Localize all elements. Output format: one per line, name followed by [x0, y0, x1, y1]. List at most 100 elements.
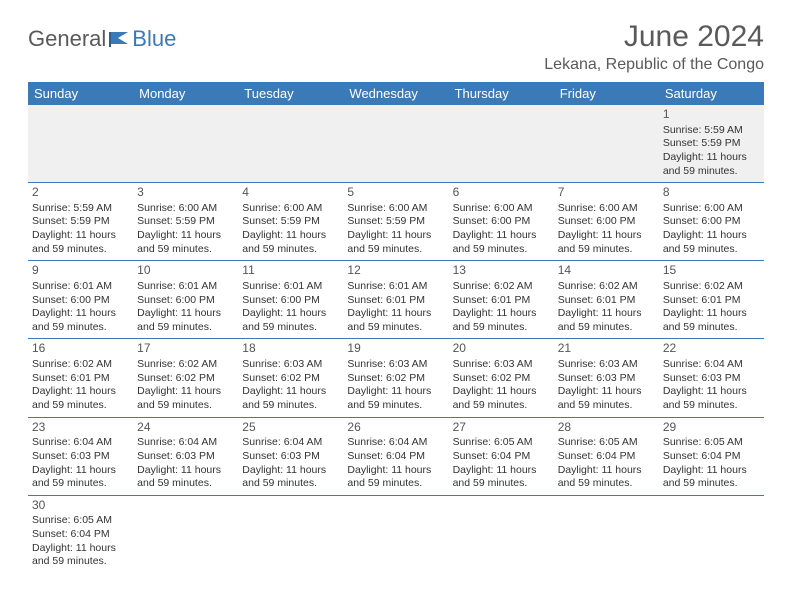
day-number: 20 — [453, 341, 550, 357]
day-number: 13 — [453, 263, 550, 279]
day-number: 30 — [32, 498, 129, 514]
daylight-text: Daylight: 11 hours and 59 minutes. — [242, 307, 339, 334]
calendar-cell: 18Sunrise: 6:03 AMSunset: 6:02 PMDayligh… — [238, 339, 343, 417]
calendar-cell: 7Sunrise: 6:00 AMSunset: 6:00 PMDaylight… — [554, 183, 659, 261]
calendar-cell: 12Sunrise: 6:01 AMSunset: 6:01 PMDayligh… — [343, 261, 448, 339]
sunset-text: Sunset: 6:04 PM — [347, 450, 444, 464]
calendar-cell: 2Sunrise: 5:59 AMSunset: 5:59 PMDaylight… — [28, 183, 133, 261]
sunset-text: Sunset: 6:00 PM — [663, 215, 760, 229]
day-number: 6 — [453, 185, 550, 201]
col-friday: Friday — [554, 82, 659, 105]
sunset-text: Sunset: 5:59 PM — [242, 215, 339, 229]
daylight-text: Daylight: 11 hours and 59 minutes. — [242, 385, 339, 412]
day-number: 2 — [32, 185, 129, 201]
day-number: 3 — [137, 185, 234, 201]
calendar-cell: 5Sunrise: 6:00 AMSunset: 5:59 PMDaylight… — [343, 183, 448, 261]
sunrise-text: Sunrise: 6:02 AM — [32, 358, 129, 372]
sunrise-text: Sunrise: 6:05 AM — [32, 514, 129, 528]
col-saturday: Saturday — [659, 82, 764, 105]
calendar-cell: 16Sunrise: 6:02 AMSunset: 6:01 PMDayligh… — [28, 339, 133, 417]
sunrise-text: Sunrise: 6:04 AM — [663, 358, 760, 372]
logo-text-blue: Blue — [132, 26, 176, 52]
daylight-text: Daylight: 11 hours and 59 minutes. — [558, 307, 655, 334]
daylight-text: Daylight: 11 hours and 59 minutes. — [32, 307, 129, 334]
sunset-text: Sunset: 6:01 PM — [453, 294, 550, 308]
logo-text-general: General — [28, 26, 106, 52]
sunrise-text: Sunrise: 6:02 AM — [453, 280, 550, 294]
day-number: 10 — [137, 263, 234, 279]
daylight-text: Daylight: 11 hours and 59 minutes. — [453, 385, 550, 412]
daylight-text: Daylight: 11 hours and 59 minutes. — [453, 229, 550, 256]
calendar-cell — [28, 105, 133, 183]
sunset-text: Sunset: 5:59 PM — [347, 215, 444, 229]
daylight-text: Daylight: 11 hours and 59 minutes. — [558, 464, 655, 491]
calendar-cell — [238, 105, 343, 183]
calendar-cell: 26Sunrise: 6:04 AMSunset: 6:04 PMDayligh… — [343, 417, 448, 495]
calendar-cell — [238, 495, 343, 573]
calendar-cell: 29Sunrise: 6:05 AMSunset: 6:04 PMDayligh… — [659, 417, 764, 495]
day-number: 19 — [347, 341, 444, 357]
day-number: 11 — [242, 263, 339, 279]
calendar-row: 16Sunrise: 6:02 AMSunset: 6:01 PMDayligh… — [28, 339, 764, 417]
daylight-text: Daylight: 11 hours and 59 minutes. — [242, 464, 339, 491]
sunset-text: Sunset: 6:02 PM — [137, 372, 234, 386]
calendar-row: 2Sunrise: 5:59 AMSunset: 5:59 PMDaylight… — [28, 183, 764, 261]
sunset-text: Sunset: 5:59 PM — [32, 215, 129, 229]
sunrise-text: Sunrise: 6:05 AM — [663, 436, 760, 450]
daylight-text: Daylight: 11 hours and 59 minutes. — [453, 464, 550, 491]
daylight-text: Daylight: 11 hours and 59 minutes. — [347, 307, 444, 334]
calendar-cell: 10Sunrise: 6:01 AMSunset: 6:00 PMDayligh… — [133, 261, 238, 339]
calendar-cell: 21Sunrise: 6:03 AMSunset: 6:03 PMDayligh… — [554, 339, 659, 417]
calendar-row: 23Sunrise: 6:04 AMSunset: 6:03 PMDayligh… — [28, 417, 764, 495]
sunrise-text: Sunrise: 6:00 AM — [137, 202, 234, 216]
day-number: 21 — [558, 341, 655, 357]
month-title: June 2024 — [544, 20, 764, 54]
calendar-row: 1Sunrise: 5:59 AMSunset: 5:59 PMDaylight… — [28, 105, 764, 183]
sunrise-text: Sunrise: 6:03 AM — [347, 358, 444, 372]
calendar-cell — [554, 105, 659, 183]
calendar-cell: 9Sunrise: 6:01 AMSunset: 6:00 PMDaylight… — [28, 261, 133, 339]
calendar-cell: 19Sunrise: 6:03 AMSunset: 6:02 PMDayligh… — [343, 339, 448, 417]
sunrise-text: Sunrise: 6:00 AM — [347, 202, 444, 216]
flag-icon — [108, 30, 130, 48]
daylight-text: Daylight: 11 hours and 59 minutes. — [137, 229, 234, 256]
calendar-cell: 25Sunrise: 6:04 AMSunset: 6:03 PMDayligh… — [238, 417, 343, 495]
sunrise-text: Sunrise: 6:05 AM — [558, 436, 655, 450]
daylight-text: Daylight: 11 hours and 59 minutes. — [137, 385, 234, 412]
daylight-text: Daylight: 11 hours and 59 minutes. — [32, 464, 129, 491]
sunrise-text: Sunrise: 6:04 AM — [242, 436, 339, 450]
sunset-text: Sunset: 6:01 PM — [32, 372, 129, 386]
sunset-text: Sunset: 6:03 PM — [32, 450, 129, 464]
sunset-text: Sunset: 6:02 PM — [242, 372, 339, 386]
col-tuesday: Tuesday — [238, 82, 343, 105]
day-number: 25 — [242, 420, 339, 436]
calendar-cell: 27Sunrise: 6:05 AMSunset: 6:04 PMDayligh… — [449, 417, 554, 495]
day-number: 28 — [558, 420, 655, 436]
calendar-cell: 3Sunrise: 6:00 AMSunset: 5:59 PMDaylight… — [133, 183, 238, 261]
calendar-cell — [343, 105, 448, 183]
sunrise-text: Sunrise: 6:00 AM — [453, 202, 550, 216]
sunrise-text: Sunrise: 6:04 AM — [32, 436, 129, 450]
sunset-text: Sunset: 6:02 PM — [453, 372, 550, 386]
calendar-cell — [133, 495, 238, 573]
sunrise-text: Sunrise: 6:02 AM — [137, 358, 234, 372]
calendar-cell: 23Sunrise: 6:04 AMSunset: 6:03 PMDayligh… — [28, 417, 133, 495]
sunrise-text: Sunrise: 6:03 AM — [453, 358, 550, 372]
calendar-cell: 30Sunrise: 6:05 AMSunset: 6:04 PMDayligh… — [28, 495, 133, 573]
day-number: 4 — [242, 185, 339, 201]
calendar-cell: 28Sunrise: 6:05 AMSunset: 6:04 PMDayligh… — [554, 417, 659, 495]
sunset-text: Sunset: 6:04 PM — [32, 528, 129, 542]
daylight-text: Daylight: 11 hours and 59 minutes. — [558, 385, 655, 412]
day-number: 7 — [558, 185, 655, 201]
col-monday: Monday — [133, 82, 238, 105]
sunrise-text: Sunrise: 6:04 AM — [137, 436, 234, 450]
daylight-text: Daylight: 11 hours and 59 minutes. — [32, 229, 129, 256]
sunset-text: Sunset: 5:59 PM — [663, 137, 760, 151]
calendar-row: 30Sunrise: 6:05 AMSunset: 6:04 PMDayligh… — [28, 495, 764, 573]
sunrise-text: Sunrise: 6:00 AM — [663, 202, 760, 216]
calendar-cell — [449, 105, 554, 183]
calendar-row: 9Sunrise: 6:01 AMSunset: 6:00 PMDaylight… — [28, 261, 764, 339]
daylight-text: Daylight: 11 hours and 59 minutes. — [347, 385, 444, 412]
calendar-cell — [343, 495, 448, 573]
day-number: 12 — [347, 263, 444, 279]
